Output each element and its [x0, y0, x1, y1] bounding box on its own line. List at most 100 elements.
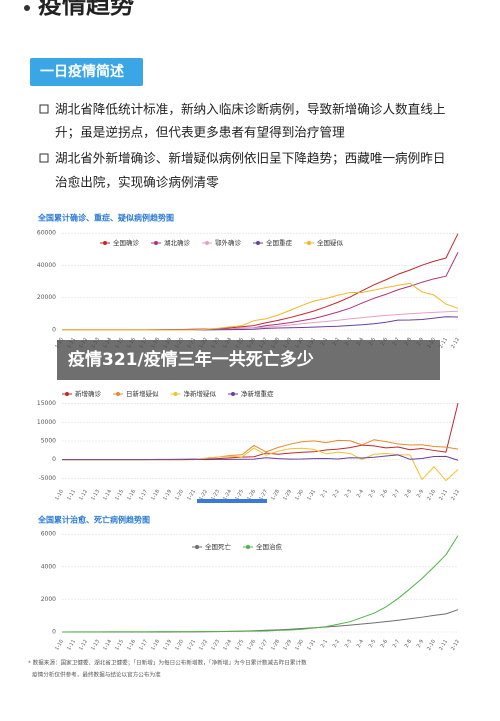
- x-tick-label: 2-3: [344, 489, 353, 499]
- legend-label: 全国确诊: [113, 238, 140, 247]
- scroll-bar: [197, 499, 267, 503]
- y-tick-label: 2000: [41, 596, 56, 603]
- x-tick-label: 2-10: [426, 489, 437, 502]
- x-tick-label: 1-10: [54, 489, 65, 502]
- y-tick-label: 0: [52, 456, 56, 463]
- x-tick-label: 1-22: [198, 489, 209, 502]
- legend-dot: [154, 241, 158, 245]
- charts: 全国累计确诊、重症、疑似病例趋势图02000040000600001-101-1…: [37, 213, 461, 652]
- x-tick-label: 1-20: [174, 639, 185, 652]
- x-tick-label: 1-23: [210, 489, 221, 502]
- x-tick-label: 1-11: [66, 489, 77, 502]
- x-tick-label: 1-28: [270, 489, 281, 502]
- badge-text: 一日疫情简述: [40, 63, 124, 80]
- x-tick-label: 1-20: [174, 489, 185, 502]
- x-tick-label: 1-25: [234, 489, 245, 502]
- legend-dot: [65, 392, 69, 396]
- x-tick-label: 1-17: [138, 489, 149, 502]
- bullet-line: 湖北省外新增确诊、新增疑似病例依旧呈下降趋势；西藏唯一病例昨日: [55, 151, 445, 167]
- series-line: [62, 609, 459, 633]
- x-tick-label: 1-30: [294, 489, 305, 502]
- legend-label: 全国重症: [266, 238, 293, 247]
- x-tick-label: 1-30: [294, 639, 305, 652]
- x-tick-label: 2-11: [438, 489, 449, 502]
- y-tick-label: 20000: [37, 294, 56, 301]
- x-tick-label: 1-27: [258, 489, 269, 502]
- x-tick-label: 1-19: [162, 639, 173, 652]
- chart-title: 全国累计确诊、重症、疑似病例趋势图: [37, 213, 174, 223]
- x-tick-label: 1-21: [186, 489, 197, 502]
- footnote: 疫情分析仅供参考，最终数据与结论以官方公布为准: [32, 671, 161, 679]
- series-line: [62, 454, 459, 461]
- x-tick-label: 2-7: [392, 639, 401, 649]
- x-tick-label: 2-5: [368, 489, 377, 499]
- series-line: [62, 316, 459, 331]
- y-tick-label: 4000: [41, 563, 56, 570]
- y-tick-label: 6000: [41, 531, 56, 538]
- legend-label: 全国治愈: [256, 542, 283, 551]
- x-tick-label: 1-31: [306, 489, 317, 502]
- x-tick-label: 1-24: [222, 489, 233, 502]
- legend-dot: [205, 241, 209, 245]
- x-tick-label: 2-4: [356, 489, 365, 499]
- legend-label: 日新增疑似: [126, 389, 159, 398]
- x-tick-label: 1-12: [78, 489, 89, 502]
- x-tick-label: 1-26: [246, 489, 257, 502]
- x-tick-label: 1-27: [258, 639, 269, 652]
- series-line: [62, 439, 459, 461]
- x-tick-label: 2-6: [380, 639, 389, 649]
- x-tick-label: 1-11: [66, 639, 77, 652]
- x-tick-label: 2-9: [416, 489, 425, 499]
- legend-dot: [103, 241, 107, 245]
- series-line: [62, 252, 459, 331]
- series-line: [61, 535, 459, 633]
- legend-dot: [195, 545, 199, 549]
- x-tick-label: 2-1: [320, 639, 329, 649]
- x-tick-label: 1-18: [150, 489, 161, 502]
- x-tick-label: 2-6: [380, 489, 389, 499]
- legend-label: 全国死亡: [205, 542, 232, 551]
- x-tick-label: 1-25: [234, 639, 245, 652]
- x-tick-label: 1-29: [282, 639, 293, 652]
- x-tick-label: 2-5: [368, 639, 377, 649]
- x-tick-label: 1-19: [162, 489, 173, 502]
- x-tick-label: 2-12: [450, 337, 461, 350]
- legend-dot: [307, 241, 311, 245]
- x-tick-label: 1-22: [198, 639, 209, 652]
- x-tick-label: 1-16: [126, 489, 137, 502]
- x-tick-label: 2-1: [320, 489, 329, 499]
- x-tick-label: 1-17: [138, 639, 149, 652]
- x-tick-label: 1-14: [102, 489, 113, 502]
- y-tick-label: 60000: [37, 230, 56, 237]
- x-tick-label: 1-13: [90, 489, 101, 502]
- chart-title: 全国累计治愈、死亡病例趋势图: [37, 515, 150, 525]
- legend-label: 净新增重症: [241, 389, 274, 398]
- checkbox: [39, 104, 49, 114]
- x-tick-label: 1-21: [186, 639, 197, 652]
- series-line: [62, 233, 459, 331]
- legend-label: 新增确诊: [75, 389, 102, 398]
- x-tick-label: 2-2: [332, 489, 341, 499]
- x-tick-label: 1-18: [150, 639, 161, 652]
- x-tick-label: 2-12: [450, 639, 461, 652]
- bullet-line: 湖北省降低统计标准，新纳入临床诊断病例，导致新增确诊人数直线上: [55, 102, 445, 117]
- x-tick-label: 1-28: [270, 639, 281, 652]
- legend-label: 全国疑似: [317, 238, 344, 247]
- checkbox: [39, 153, 49, 163]
- bullet-line: 升；虽是逆拐点，但代表更多患者有望得到治疗管理: [55, 125, 345, 141]
- x-tick-label: 2-11: [438, 639, 449, 652]
- series-line: [62, 447, 459, 482]
- x-tick-label: 2-11: [438, 337, 449, 350]
- y-tick-label: 0: [52, 629, 56, 636]
- banner-box: [57, 340, 440, 380]
- x-tick-label: 1-15: [114, 639, 125, 652]
- legend-dot: [116, 392, 120, 396]
- footnote: * 数据来源：国家卫健委、湖北省卫健委；「日新增」为每日公布新增数，「净新增」为…: [28, 659, 307, 667]
- legend-dot: [231, 392, 235, 396]
- legend-dot: [173, 392, 178, 396]
- x-tick-label: 1-12: [78, 639, 89, 652]
- legend-dot: [246, 545, 250, 549]
- x-tick-label: 2-9: [416, 639, 425, 649]
- x-tick-label: 2-4: [356, 639, 365, 649]
